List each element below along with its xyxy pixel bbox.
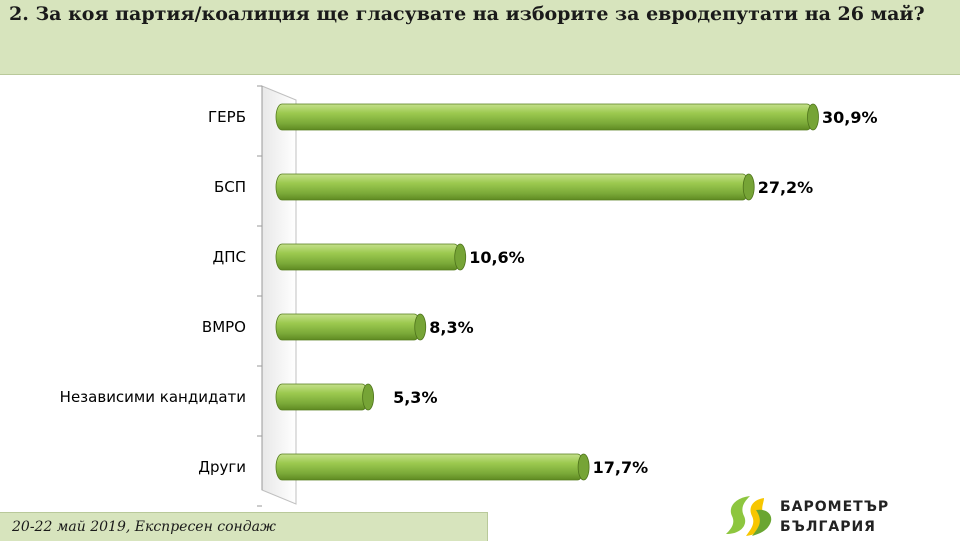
data-label-3: 10,6% [469,248,525,267]
data-label-4: 8,3% [429,318,473,337]
axis-wall-face [261,85,297,505]
barometer-bulgaria-logo: БАРОМЕТЪР БЪЛГАРИЯ [726,496,889,536]
bar-6 [275,453,590,481]
bar-1 [275,103,819,131]
header-band: 2. За коя партия/коалиция ще гласувате н… [0,0,960,75]
chart-title: 2. За коя партия/коалиция ще гласувате н… [9,3,925,25]
category-label-5: Независими кандидати [60,388,246,406]
footer-band: 20-22 май 2019, Експресен сондаж [0,512,488,541]
logo-mark [726,496,772,536]
data-label-1: 30,9% [822,108,878,127]
bar-4 [275,313,427,341]
logo-line-1: БАРОМЕТЪР [780,499,889,515]
category-label-4: ВМРО [202,318,246,336]
category-label-3: ДПС [213,248,246,266]
data-label-6: 17,7% [593,458,649,477]
bar-3 [275,243,467,271]
data-label-5: 5,3% [393,388,437,407]
survey-date-note: 20-22 май 2019, Експресен сондаж [12,519,276,535]
data-label-2: 27,2% [758,178,814,197]
category-label-2: БСП [214,178,246,196]
bar-2 [275,173,755,201]
bar-5 [275,383,375,411]
category-label-1: ГЕРБ [208,108,246,126]
category-label-6: Други [198,458,246,476]
chart-axis-wall [257,85,297,507]
logo-line-2: БЪЛГАРИЯ [780,519,876,535]
